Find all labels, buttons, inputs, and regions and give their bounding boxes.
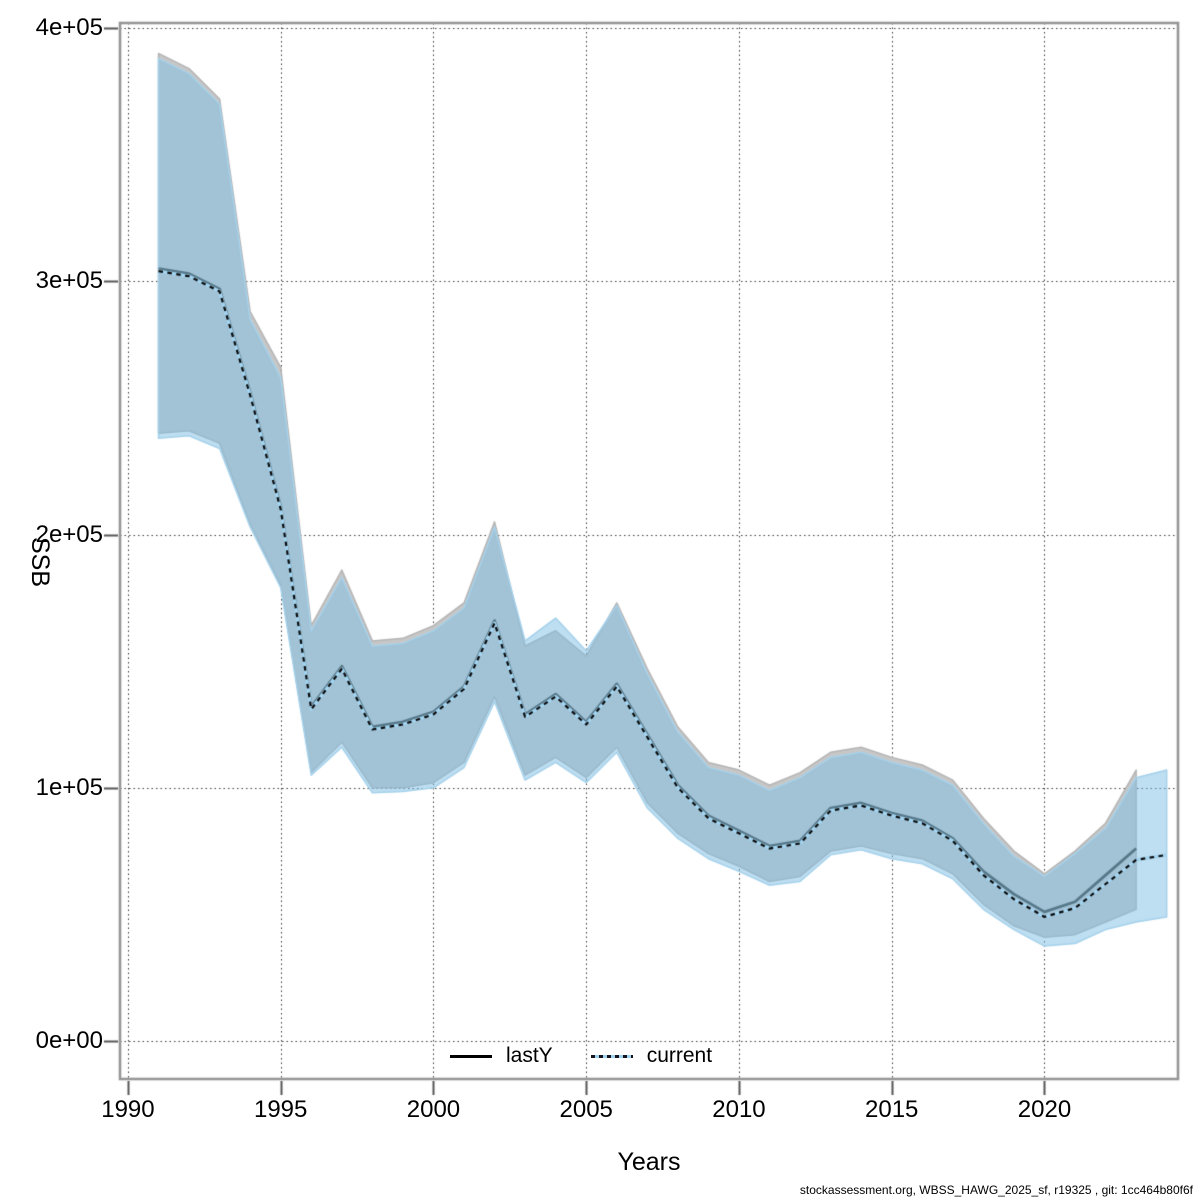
watermark-text: stockassessment.org, WBSS_HAWG_2025_sf, … [799, 1183, 1193, 1197]
legend-current-line-sample [590, 1054, 633, 1058]
x-tick-label: 2020 [1017, 1096, 1072, 1123]
y-axis-title: SSB [26, 536, 55, 588]
y-tick-label: 4e+05 [35, 14, 103, 42]
x-tick-label: 2015 [865, 1096, 919, 1123]
y-tick-label: 2e+05 [35, 520, 103, 548]
legend-current-label: current [646, 1044, 713, 1067]
x-tick-label: 1990 [101, 1096, 155, 1123]
x-tick-label: 1995 [253, 1096, 308, 1123]
y-tick-label: 3e+05 [35, 267, 103, 295]
y-tick-label: 0e+00 [35, 1027, 103, 1054]
x-axis-title: Years [617, 1148, 681, 1176]
x-tick-label: 2000 [406, 1096, 461, 1123]
legend-lasty-line-sample [450, 1054, 492, 1058]
x-tick-label: 2005 [559, 1096, 613, 1123]
legend-lasty-label: lastY [506, 1044, 553, 1067]
x-tick-label: 2010 [712, 1096, 766, 1123]
legend: lastY current [450, 1042, 712, 1070]
y-tick-label: 1e+05 [35, 773, 103, 801]
